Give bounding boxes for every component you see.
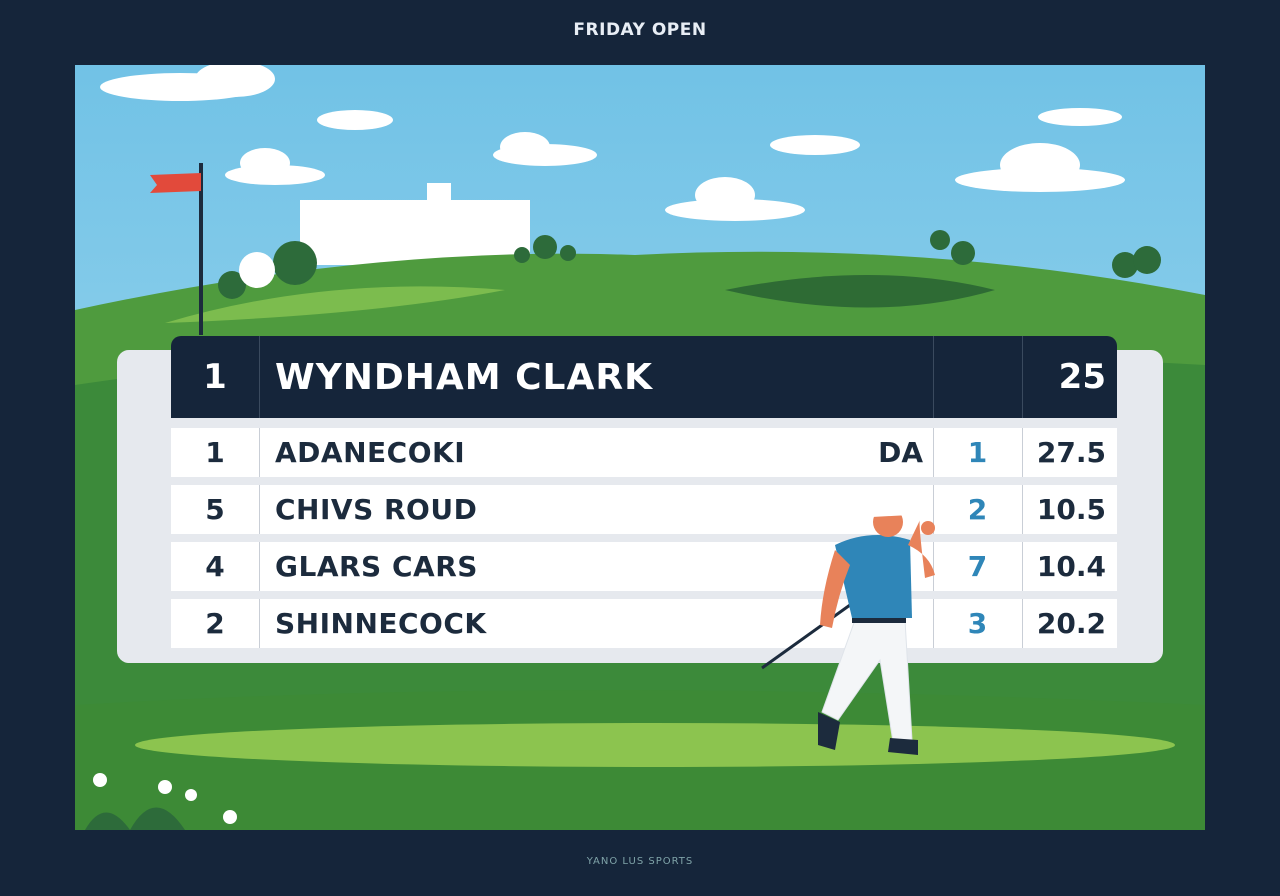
rank: 7	[967, 550, 988, 583]
player-name: CHIVS ROUD	[275, 493, 478, 526]
divider	[1022, 542, 1023, 591]
leader-name: WYNDHAM CLARK	[275, 356, 653, 398]
divider	[259, 428, 260, 477]
position: 1	[205, 436, 225, 469]
brand-footer: YANO LUS SPORTS	[586, 856, 694, 867]
divider	[1022, 599, 1023, 648]
player-name: ADANECOKI	[275, 436, 466, 469]
divider	[259, 599, 260, 648]
leaderboard-row: 2 SHINNECOCK 3 20.2	[171, 599, 1117, 648]
score: 10.4	[1036, 550, 1106, 583]
divider	[259, 485, 260, 534]
position: 5	[205, 493, 225, 526]
event-title: FRIDAY OPEN	[573, 20, 707, 40]
divider	[933, 485, 934, 534]
divider	[259, 542, 260, 591]
divider	[1022, 485, 1023, 534]
player-name: GLARS CARS	[275, 550, 478, 583]
position: 2	[205, 607, 225, 640]
player-name: SHINNECOCK	[275, 607, 487, 640]
leader-row: 1 WYNDHAM CLARK 25	[171, 336, 1117, 418]
score: 10.5	[1036, 493, 1106, 526]
leaderboard-row: 5 CHIVS ROUD 2 10.5	[171, 485, 1117, 534]
leaderboard-row: 1 ADANECOKI DA 1 27.5	[171, 428, 1117, 477]
rank: 3	[967, 607, 988, 640]
score: 20.2	[1036, 607, 1106, 640]
leaderboard-row: 4 GLARS CARS 7 10.4	[171, 542, 1117, 591]
divider	[933, 428, 934, 477]
divider	[933, 599, 934, 648]
score: 27.5	[1036, 436, 1106, 469]
divider	[1022, 428, 1023, 477]
leader-position: 1	[203, 357, 227, 397]
player-tag: DA	[878, 436, 923, 469]
rank: 1	[967, 436, 988, 469]
rank: 2	[967, 493, 988, 526]
position: 4	[205, 550, 225, 583]
leader-score: 25	[1058, 357, 1106, 397]
